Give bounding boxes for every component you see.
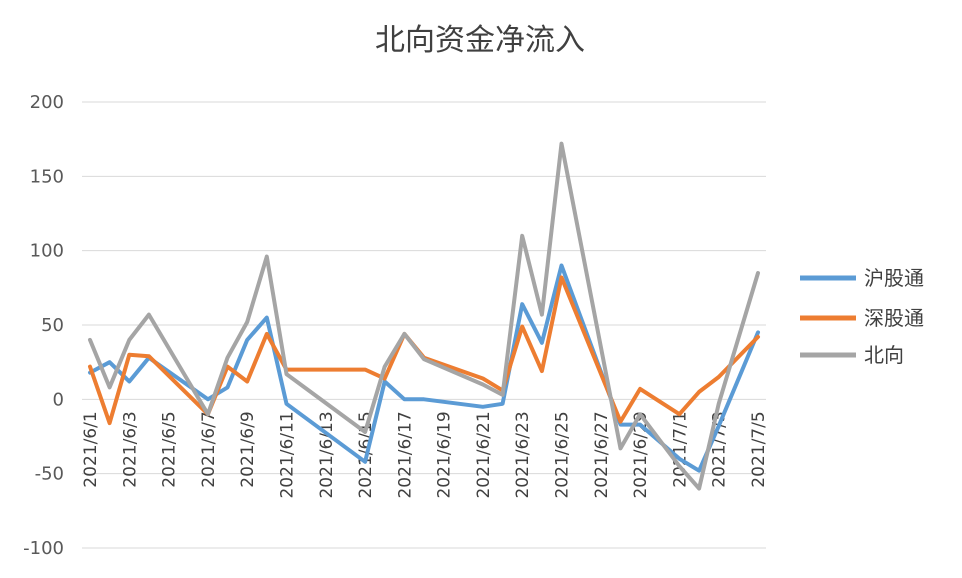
x-tick-label: 2021/6/19 <box>435 411 455 498</box>
y-tick-label: 150 <box>30 166 64 187</box>
y-tick-label: 100 <box>30 241 64 262</box>
y-tick-label: 200 <box>30 92 64 113</box>
gridlines <box>82 101 766 549</box>
x-tick-label: 2021/6/23 <box>513 411 533 498</box>
x-tick-label: 2021/6/13 <box>317 411 337 498</box>
chart-title: 北向资金净流入 <box>375 23 585 58</box>
series-line-3 <box>88 141 760 491</box>
x-tick-label: 2021/6/25 <box>553 411 573 498</box>
x-tick-label: 2021/7/5 <box>749 411 769 487</box>
x-tick-label: 2021/6/3 <box>120 411 140 487</box>
y-tick-label: -50 <box>35 464 64 485</box>
x-tick-label: 2021/6/29 <box>631 411 651 498</box>
y-tick-label: 0 <box>53 389 64 410</box>
y-tick-label: -100 <box>23 538 64 559</box>
y-axis-ticks: 200 150 100 50 0 -50 -100 <box>23 92 64 559</box>
x-tick-label: 2021/6/9 <box>238 411 258 487</box>
x-tick-label: 2021/6/1 <box>81 411 101 487</box>
series-lines <box>88 141 760 491</box>
legend-label: 北向 <box>864 343 904 367</box>
x-tick-label: 2021/6/5 <box>160 411 180 487</box>
series-line-1 <box>88 263 760 473</box>
x-tick-label: 2021/6/7 <box>199 411 219 487</box>
x-tick-label: 2021/6/11 <box>277 411 297 498</box>
y-tick-label: 50 <box>41 315 64 336</box>
x-tick-label: 2021/6/21 <box>474 411 494 498</box>
x-tick-label: 2021/7/1 <box>670 411 690 487</box>
x-axis-ticks: 2021/6/1 2021/6/3 2021/6/5 2021/6/7 2021/6/9… <box>81 411 769 498</box>
x-tick-label: 2021/6/17 <box>395 411 415 498</box>
x-tick-label: 2021/6/27 <box>592 411 612 498</box>
legend-label: 深股通 <box>864 306 924 330</box>
legend-label: 沪股通 <box>864 266 924 290</box>
